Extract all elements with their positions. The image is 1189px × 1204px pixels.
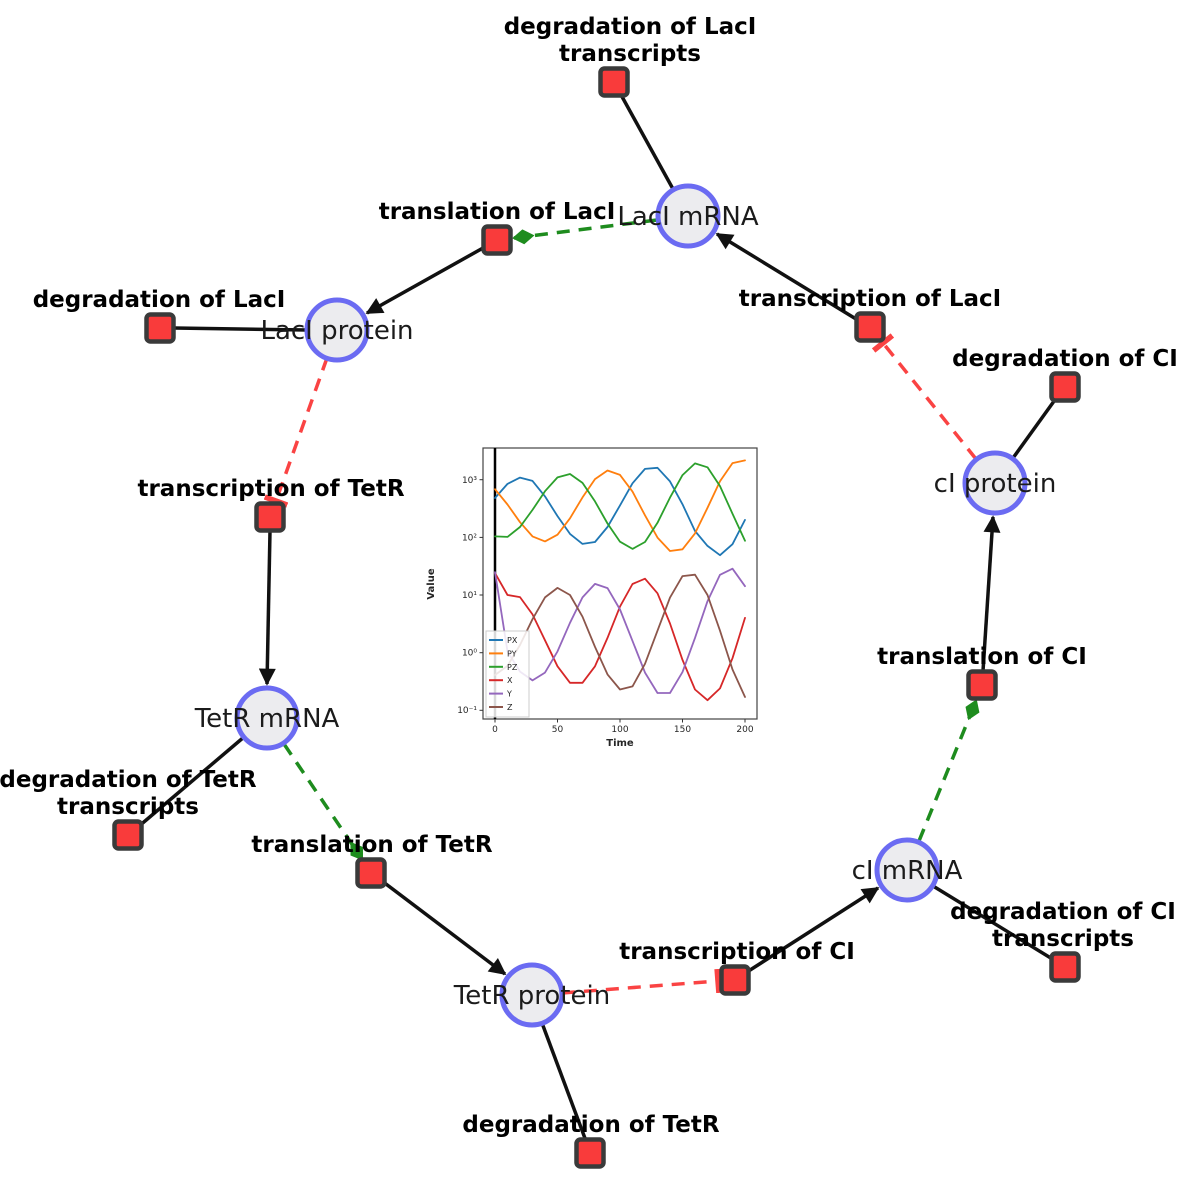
series-line-Z bbox=[494, 573, 746, 698]
legend-label-Y: Y bbox=[506, 690, 512, 699]
legend-label-PY: PY bbox=[507, 649, 517, 658]
x-tick-label: 100 bbox=[611, 725, 628, 735]
species-label-ci-mrna: cI mRNA bbox=[852, 856, 963, 886]
species-node-ci-mrna bbox=[874, 837, 940, 903]
edge-laci-protein-to-degradation-of-laci bbox=[173, 326, 308, 332]
labels-layer: LacI mRNA LacI protein TetR mRNA TetR pr… bbox=[0, 14, 1178, 1138]
edges-layer bbox=[136, 92, 1059, 1142]
species-label-tetr-protein: TetR protein bbox=[453, 981, 610, 1011]
reaction-label-degradation-of-tetr-transcripts-2: transcripts bbox=[57, 794, 199, 820]
x-tick-label: 200 bbox=[736, 725, 753, 735]
reaction-node-translation-of-tetr bbox=[355, 857, 387, 889]
reaction-label-degradation-of-laci-transcripts-1: degradation of LacI bbox=[504, 14, 757, 40]
species-label-tetr-mrna: TetR mRNA bbox=[194, 704, 340, 734]
x-tick-label: 50 bbox=[552, 725, 564, 735]
series-line-Y bbox=[494, 567, 746, 694]
reaction-node-degradation-of-ci bbox=[1049, 371, 1081, 403]
nodes-layer bbox=[112, 66, 1081, 1169]
y-tick-label: 10¹ bbox=[462, 591, 477, 601]
edge-laci-protein-inhibits-transcription-of-tetr bbox=[263, 357, 329, 508]
legend-label-PX: PX bbox=[507, 636, 518, 645]
edge-ci-mrna-to-translation-of-ci bbox=[917, 699, 980, 842]
x-tick-label: 0 bbox=[492, 725, 498, 735]
species-node-laci-protein bbox=[304, 297, 370, 363]
edge-laci-mrna-to-translation-of-laci bbox=[512, 218, 658, 245]
reaction-label-degradation-of-ci: degradation of CI bbox=[952, 346, 1178, 372]
reaction-node-translation-of-ci bbox=[966, 669, 998, 701]
edge-transcription-of-tetr-to-tetr-mrna bbox=[258, 530, 276, 686]
reaction-node-degradation-of-laci bbox=[144, 312, 176, 344]
edge-translation-of-laci-to-laci-protein bbox=[365, 246, 484, 315]
edge-tetr-mrna-to-translation-of-tetr bbox=[282, 743, 364, 861]
reaction-node-degradation-of-ci-transcripts bbox=[1049, 951, 1081, 983]
reaction-label-translation-of-laci: translation of LacI bbox=[379, 199, 616, 225]
y-tick-label: 10² bbox=[462, 534, 477, 544]
reaction-node-transcription-of-tetr bbox=[254, 501, 286, 533]
reaction-label-degradation-of-tetr-transcripts-1: degradation of TetR bbox=[0, 767, 257, 793]
species-node-ci-protein bbox=[962, 450, 1028, 516]
series-line-PZ bbox=[494, 462, 746, 550]
y-tick-label: 10³ bbox=[462, 476, 477, 486]
species-label-laci-mrna: LacI mRNA bbox=[617, 202, 758, 232]
legend-label-Z: Z bbox=[507, 703, 513, 712]
inset-chart: 10³ 10² 10¹ 10⁰ 10⁻¹ 0 50 100 150 200 Ti… bbox=[426, 447, 758, 749]
reaction-label-degradation-of-tetr: degradation of TetR bbox=[462, 1112, 719, 1138]
species-node-tetr-mrna bbox=[234, 685, 300, 751]
reaction-label-translation-of-tetr: translation of TetR bbox=[251, 832, 492, 858]
edge-ci-protein-inhibits-transcription-of-laci bbox=[871, 333, 978, 461]
chart-series bbox=[494, 459, 746, 702]
y-tick-label: 10⁰ bbox=[462, 649, 477, 659]
edge-laci-mrna-to-degradation-transcripts bbox=[618, 92, 675, 190]
edge-translation-of-ci-to-ci-protein bbox=[981, 515, 1001, 672]
y-axis-title: Value bbox=[426, 568, 437, 599]
species-node-tetr-protein bbox=[499, 962, 565, 1028]
reaction-node-degradation-of-tetr-transcripts bbox=[112, 819, 144, 851]
y-tick-label: 10⁻¹ bbox=[457, 706, 477, 716]
edge-tetr-mrna-to-degradation-transcripts bbox=[136, 735, 246, 829]
x-tick-label: 150 bbox=[674, 725, 691, 735]
chart-legend-box bbox=[485, 630, 530, 718]
species-label-ci-protein: cI protein bbox=[934, 469, 1057, 499]
chart-legend: PX PY PZ XYZ bbox=[489, 636, 518, 712]
reaction-label-transcription-of-ci: transcription of CI bbox=[619, 939, 855, 965]
edge-transcription-of-ci-to-ci-mrna bbox=[746, 886, 880, 974]
reaction-node-degradation-of-laci-transcripts bbox=[598, 66, 630, 98]
series-line-X bbox=[494, 572, 746, 702]
reaction-node-transcription-of-laci bbox=[854, 311, 886, 343]
reaction-label-transcription-of-tetr: transcription of TetR bbox=[137, 476, 404, 502]
series-line-PY bbox=[494, 459, 746, 552]
series-line-PX bbox=[494, 466, 746, 557]
reaction-node-transcription-of-ci bbox=[719, 964, 751, 996]
edge-transcription-of-laci-to-laci-mrna bbox=[715, 232, 857, 321]
reaction-label-translation-of-ci: translation of CI bbox=[877, 644, 1087, 670]
edge-translation-of-tetr-to-tetr-protein bbox=[380, 879, 507, 976]
legend-label-X: X bbox=[507, 676, 513, 685]
reaction-label-degradation-of-laci: degradation of LacI bbox=[33, 287, 286, 313]
edge-ci-mrna-to-degradation-transcripts bbox=[932, 884, 1055, 962]
reaction-node-translation-of-laci bbox=[481, 224, 513, 256]
edge-tetr-protein-inhibits-transcription-of-ci bbox=[561, 968, 722, 995]
x-axis-title: Time bbox=[606, 738, 634, 749]
edge-tetr-protein-to-degradation-of-tetr bbox=[540, 1022, 588, 1142]
reaction-label-degradation-of-laci-transcripts-2: transcripts bbox=[559, 41, 701, 67]
species-node-laci-mrna bbox=[655, 183, 721, 249]
reaction-node-degradation-of-tetr bbox=[574, 1137, 606, 1169]
legend-label-PZ: PZ bbox=[507, 663, 518, 672]
species-label-laci-protein: LacI protein bbox=[260, 316, 413, 346]
edge-ci-protein-to-degradation-of-ci bbox=[1011, 395, 1059, 460]
reaction-label-transcription-of-laci: transcription of LacI bbox=[739, 286, 1002, 312]
reaction-label-degradation-of-ci-transcripts-2: transcripts bbox=[992, 926, 1134, 952]
reaction-label-degradation-of-ci-transcripts-1: degradation of CI bbox=[950, 899, 1176, 925]
